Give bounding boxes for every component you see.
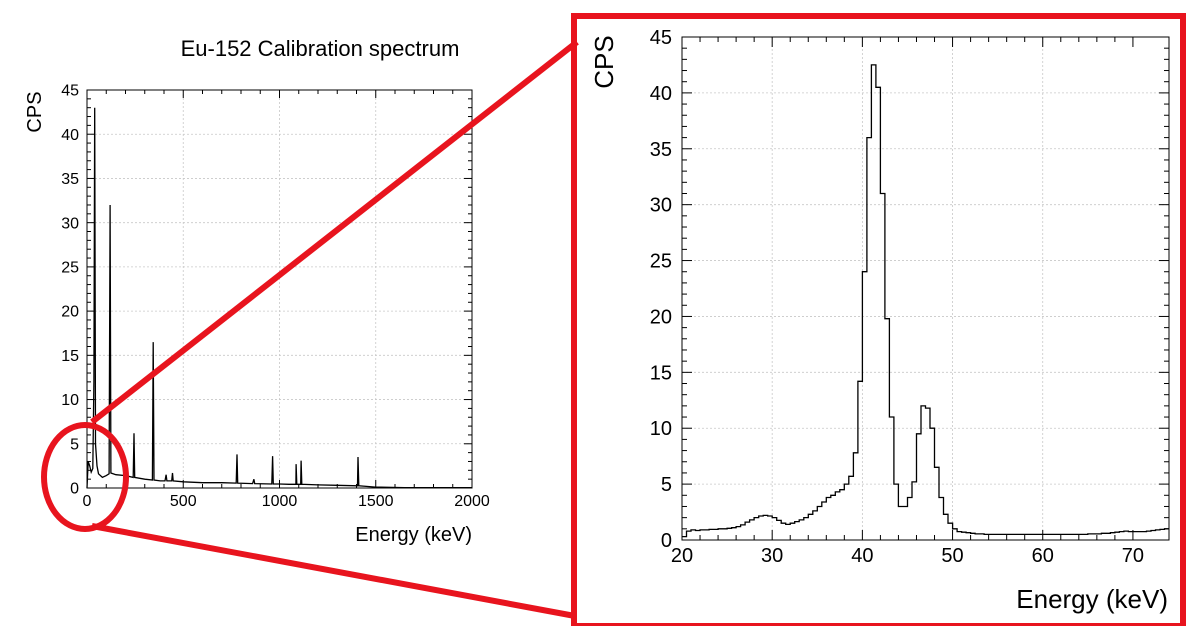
zoom-ticks xyxy=(681,36,1169,541)
zoom-region-circle xyxy=(41,422,129,532)
y-tick-label: 0 xyxy=(661,530,672,552)
y-tick-label: 0 xyxy=(70,481,79,498)
y-tick-label: 40 xyxy=(650,83,672,105)
y-tick-label: 10 xyxy=(650,418,672,440)
x-tick-label: 1500 xyxy=(358,493,394,510)
y-tick-label: 25 xyxy=(650,251,672,273)
zoom-xlabel: Energy (keV) xyxy=(1016,584,1168,614)
y-tick-label: 5 xyxy=(661,474,672,496)
y-tick-label: 25 xyxy=(61,259,79,276)
zoom-y-tick-labels: 0 5 10 15 20 25 30 35 40 45 xyxy=(650,27,672,552)
x-tick-label: 2000 xyxy=(454,493,490,510)
overview-spectrum-line xyxy=(86,107,472,489)
x-tick-label: 500 xyxy=(170,493,197,510)
overview-ylabel: CPS xyxy=(24,91,46,132)
zoom-chart: CPS Energy (keV) 20 30 40 50 60 70 0 5 10 15 20 25… xyxy=(589,27,1170,614)
y-tick-label: 20 xyxy=(61,304,79,321)
zoom-callout xyxy=(41,13,1186,626)
zoom-connector-bottom xyxy=(91,523,576,619)
overview-ticks xyxy=(86,89,473,489)
y-tick-label: 30 xyxy=(61,215,79,232)
x-tick-label: 30 xyxy=(761,545,783,567)
x-tick-label: 0 xyxy=(83,493,92,510)
zoom-x-tick-labels: 20 30 40 50 60 70 xyxy=(671,545,1144,567)
zoom-spectrum-histogram xyxy=(682,64,1169,538)
overview-grid xyxy=(87,90,472,488)
overview-chart: Eu-152 Calibration spectrum CPS Energy (… xyxy=(24,36,490,546)
x-tick-label: 20 xyxy=(671,545,693,567)
y-tick-label: 20 xyxy=(650,306,672,328)
y-tick-label: 35 xyxy=(650,139,672,161)
y-tick-label: 10 xyxy=(61,392,79,409)
zoom-ylabel: CPS xyxy=(589,35,619,88)
y-tick-label: 45 xyxy=(61,83,79,100)
y-tick-label: 5 xyxy=(70,436,79,453)
zoom-connector-top xyxy=(90,39,579,425)
y-tick-label: 35 xyxy=(61,171,79,188)
y-tick-label: 15 xyxy=(650,362,672,384)
y-tick-label: 15 xyxy=(61,348,79,365)
zoom-inset-frame xyxy=(571,13,1186,626)
overview-xlabel: Energy (keV) xyxy=(355,524,472,546)
overview-title: Eu-152 Calibration spectrum xyxy=(181,36,460,61)
y-tick-label: 45 xyxy=(650,27,672,49)
y-tick-label: 30 xyxy=(650,195,672,217)
x-tick-label: 1000 xyxy=(262,493,298,510)
x-tick-label: 60 xyxy=(1032,545,1054,567)
overview-x-tick-labels: 0 500 1000 1500 2000 xyxy=(83,493,490,510)
overview-y-tick-labels: 0 5 10 15 20 25 30 35 40 45 xyxy=(61,83,79,498)
zoom-grid xyxy=(682,37,1169,540)
overview-plot-frame xyxy=(86,89,473,489)
x-tick-label: 50 xyxy=(941,545,963,567)
y-tick-label: 40 xyxy=(61,127,79,144)
x-tick-label: 40 xyxy=(851,545,873,567)
x-tick-label: 70 xyxy=(1122,545,1144,567)
zoom-plot-frame xyxy=(681,36,1170,541)
